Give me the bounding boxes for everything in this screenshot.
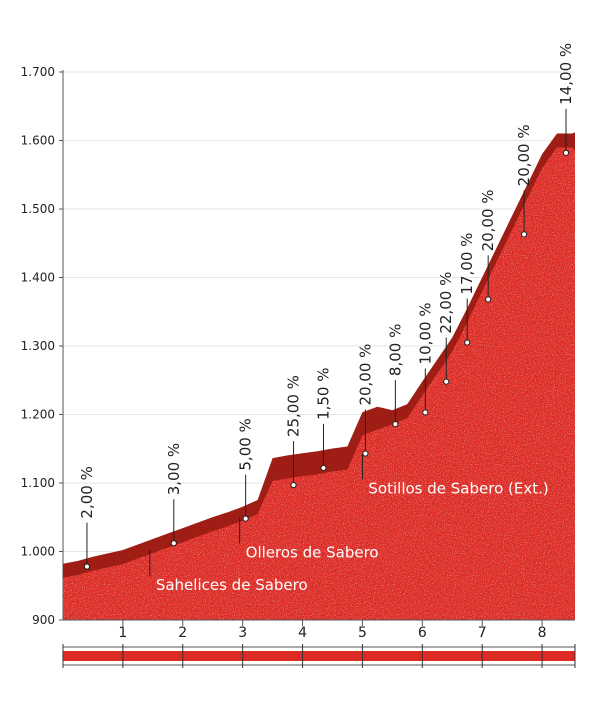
km-stripe (422, 651, 483, 661)
place-label: Sahelices de Sabero (156, 576, 308, 594)
profile-texture (63, 140, 575, 620)
marker-dot (485, 296, 492, 303)
marker-dot (422, 409, 429, 416)
y-tick-label: 1.700 (21, 65, 55, 79)
place-label: Olleros de Sabero (246, 543, 379, 561)
km-stripe (182, 651, 243, 661)
marker-dot (290, 481, 297, 489)
gradient-label: 25,00 % (285, 375, 303, 437)
x-tick-label: 8 (538, 625, 547, 641)
x-tick-label: 7 (478, 625, 487, 641)
km-stripe (302, 651, 363, 661)
y-tick-label: 1.600 (21, 134, 55, 148)
gradient-label: 5,00 % (237, 418, 255, 470)
x-tick-label: 1 (118, 625, 127, 641)
gradient-label: 17,00 % (458, 233, 476, 295)
x-tick-label: 5 (358, 625, 367, 641)
km-stripe (482, 651, 543, 661)
y-tick-label: 1.000 (21, 545, 55, 559)
gradient-label: 20,00 % (515, 124, 533, 186)
gradient-label: 3,00 % (165, 443, 183, 495)
km-stripe (362, 651, 423, 661)
marker-dot (392, 420, 399, 428)
place-labels: Sahelices de Sabero Olleros de Sabero Soti… (149, 453, 549, 594)
gradient-label: 14,00 % (557, 43, 575, 105)
y-tick-label: 900 (32, 613, 55, 627)
marker-dot (562, 149, 570, 156)
y-tick-label: 1.200 (21, 408, 55, 422)
x-tick-label: 4 (298, 625, 307, 641)
marker-dot (443, 378, 450, 385)
y-tick-label: 1.100 (21, 476, 55, 490)
marker-dot (520, 231, 528, 238)
marker-dot (464, 339, 471, 346)
gradient-label: 20,00 % (479, 189, 497, 251)
gradient-label: 8,00 % (386, 324, 404, 376)
y-tick-label: 1.300 (21, 339, 55, 353)
marker-dot (170, 540, 177, 547)
x-tick-label: 6 (418, 625, 427, 641)
marker-dot (320, 464, 327, 472)
gradient-label: 20,00 % (356, 344, 374, 406)
y-axis: 900 1.000 1.100 1.200 1.300 1.400 1.500 1.600 1.… (21, 65, 64, 627)
gradient-label: 1,50 % (314, 368, 332, 420)
profile-area (63, 132, 575, 620)
place-label: Sotillos de Sabero (Ext.) (368, 480, 548, 498)
gradient-markers: 2,00 % 3,00 % 5,00 % 25,00 % 1,50 % 20,00 % 8,… (78, 43, 575, 570)
distance-stripes (62, 644, 576, 668)
marker-dot (83, 563, 91, 570)
marker-dot (242, 515, 249, 522)
gradient-label: 2,00 % (78, 466, 96, 518)
km-stripe (242, 651, 303, 661)
gradient-label: 22,00 % (437, 272, 455, 334)
x-tick-label: 2 (178, 625, 187, 641)
km-stripe (122, 651, 183, 661)
x-tick-label: 3 (238, 625, 247, 641)
km-stripe (542, 651, 575, 661)
y-tick-label: 1.500 (21, 202, 55, 216)
km-stripe (63, 651, 123, 661)
marker-dot (362, 450, 369, 457)
y-tick-label: 1.400 (21, 271, 55, 285)
x-axis: 1 2 3 4 5 6 7 8 (63, 619, 575, 641)
gradient-label: 10,00 % (416, 302, 434, 364)
